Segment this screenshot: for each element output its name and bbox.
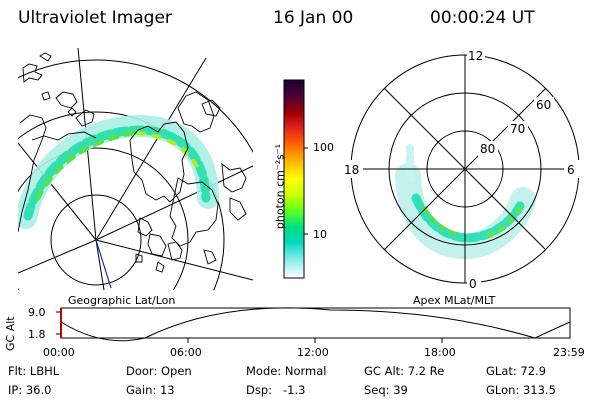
meridian: [18, 142, 97, 241]
coastlines: [18, 52, 247, 273]
lat-circle-2: [18, 111, 225, 290]
timeline-xtick-1200: 12:00: [297, 346, 329, 359]
meridian: [95, 239, 105, 290]
terminator-line: [95, 239, 112, 289]
info-ip: IP: 36.0: [8, 383, 52, 397]
lat-circle-3: [18, 147, 189, 290]
altitude-curve: [60, 307, 571, 342]
mlat-label-70: 70: [510, 122, 525, 136]
info-gain: Gain: 13: [126, 383, 175, 397]
info-glon: GLon: 313.5: [486, 383, 556, 397]
lat-circle-inner: [50, 194, 142, 286]
info-dsp: Dsp: -1.3: [246, 383, 306, 397]
timeline-axis-label: GC Alt: [4, 316, 17, 351]
meridian: [95, 57, 207, 241]
time-label: 00:00:24 UT: [430, 8, 535, 28]
colorbar: [283, 79, 308, 279]
timeline-xtick-0000: 00:00: [43, 346, 75, 359]
info-filter: Flt: LBHL: [8, 364, 60, 378]
info-mode: Mode: Normal: [246, 364, 327, 378]
mlt-label-12: 12: [468, 49, 483, 63]
info-seq: Seq: 39: [364, 383, 408, 397]
mlat-label-60: 60: [536, 98, 551, 112]
mlt-label-0: 0: [469, 277, 477, 290]
left-panel-caption: Geographic Lat/Lon: [68, 294, 176, 307]
timeline-ytick-min: 1.8: [28, 328, 46, 341]
app-title: Ultraviolet Imager: [18, 8, 172, 28]
colorbar-tick-100: 100: [313, 141, 334, 154]
mlat-mlt-plot: 12 0 18 6 60 70 80: [341, 48, 582, 290]
timeline-xtick-0600: 06:00: [170, 346, 202, 359]
date-label: 16 Jan 00: [273, 8, 354, 28]
lat-circle-outer: [18, 59, 253, 154]
info-glat: GLat: 72.9: [486, 364, 547, 378]
gc-altitude-timeline: [56, 307, 571, 343]
timeline-xtick-2359: 23:59: [553, 346, 585, 359]
timeline-ytick-max: 9.0: [28, 306, 46, 319]
mlt-label-18: 18: [344, 163, 359, 177]
timeline-xtick-1800: 18:00: [424, 346, 456, 359]
mlat-label-80: 80: [480, 142, 495, 156]
colorbar-tick-10: 10: [313, 228, 327, 241]
mlt-line-diag: [384, 88, 546, 250]
geographic-map: [18, 48, 253, 290]
info-gc-alt: GC Alt: 7.2 Re: [364, 364, 445, 378]
right-panel-caption: Apex MLat/MLT: [413, 294, 496, 307]
info-door: Door: Open: [126, 364, 192, 378]
auroral-oval-mlt: [395, 144, 536, 260]
meridian: [18, 239, 97, 274]
mlt-label-6: 6: [567, 163, 575, 177]
meridian: [95, 239, 253, 281]
colorbar-unit-label: photon cm⁻²s⁻¹: [273, 143, 287, 230]
meridian: [95, 165, 253, 241]
